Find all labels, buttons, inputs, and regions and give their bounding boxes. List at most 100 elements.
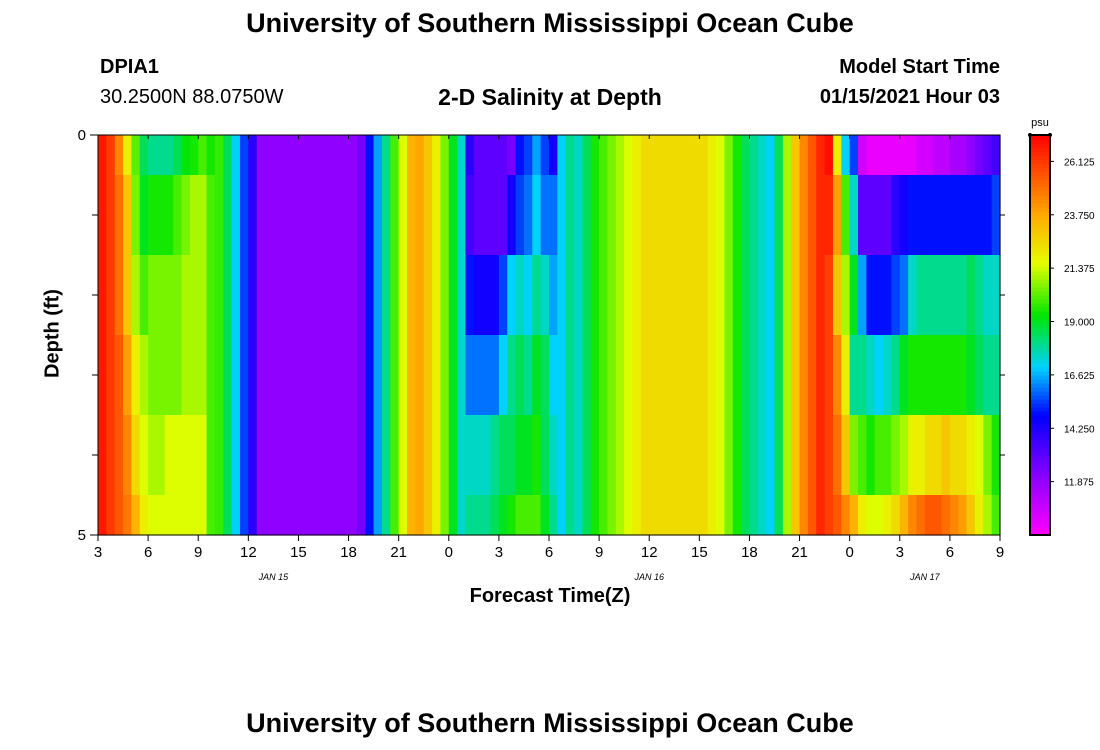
heatmap-cell [574, 135, 584, 176]
heatmap-cell [265, 135, 274, 176]
colorbar-segment [1030, 251, 1050, 256]
heatmap-cell [916, 495, 926, 536]
heatmap-cell [223, 255, 233, 336]
heatmap-cell [724, 255, 734, 336]
colorbar-segment [1030, 415, 1050, 420]
heatmap-cell [632, 335, 642, 416]
heatmap-cell [114, 135, 124, 176]
heatmap-cell [223, 175, 233, 256]
heatmap-cell [899, 255, 909, 336]
heatmap-cell [348, 415, 358, 496]
colorbar-segment [1030, 467, 1050, 472]
heatmap-cell [498, 175, 508, 256]
heatmap-cell [340, 255, 350, 336]
heatmap-cell [574, 175, 584, 256]
colorbar-segment [1030, 247, 1050, 252]
colorbar-segment [1030, 471, 1050, 476]
heatmap-cell [974, 255, 984, 336]
heatmap-cell [181, 175, 191, 256]
colorbar-segment [1030, 407, 1050, 412]
heatmap-cell [348, 495, 358, 536]
heatmap-cell [532, 175, 542, 256]
heatmap-cell [741, 135, 751, 176]
heatmap-cell [841, 135, 851, 176]
heatmap-cell [114, 495, 124, 536]
heatmap-cell [883, 255, 893, 336]
heatmap-cell [148, 335, 158, 416]
heatmap-cell [565, 135, 575, 176]
heatmap-cell [407, 335, 416, 416]
heatmap-cell [590, 335, 600, 416]
heatmap-cell [440, 175, 450, 256]
colorbar-segment [1030, 231, 1050, 236]
heatmap-cell [123, 135, 133, 176]
heatmap-cell [891, 255, 901, 336]
heatmap-cell [407, 255, 416, 336]
heatmap-cell [248, 175, 258, 256]
heatmap-cell [649, 135, 659, 176]
heatmap-cell [114, 335, 124, 416]
colorbar-segment [1030, 243, 1050, 248]
heatmap-cell [415, 335, 425, 416]
heatmap-cell [315, 255, 325, 336]
heatmap-cell [866, 255, 876, 336]
heatmap-cell [398, 175, 408, 256]
heatmap-cell [131, 495, 141, 536]
x-tick-label: 9 [996, 544, 1004, 561]
heatmap-cell [265, 495, 274, 536]
heatmap-cell [832, 415, 842, 496]
heatmap-cell [849, 335, 859, 416]
heatmap-cell [599, 335, 609, 416]
heatmap-cell [490, 255, 500, 336]
heatmap-cell [807, 175, 817, 256]
heatmap-cell [507, 255, 517, 336]
colorbar-segment [1030, 375, 1050, 380]
heatmap-cell [557, 175, 567, 256]
heatmap-cell [757, 255, 767, 336]
heatmap-cell [883, 135, 893, 176]
colorbar-segment [1030, 447, 1050, 452]
heatmap-cell [632, 415, 642, 496]
heatmap-cell [231, 255, 241, 336]
heatmap-cell [189, 495, 199, 536]
heatmap-cell [949, 135, 959, 176]
heatmap-cell [231, 495, 241, 536]
heatmap-cell [231, 175, 241, 256]
heatmap-cell [682, 175, 692, 256]
heatmap-cell [290, 135, 300, 176]
heatmap-cell [582, 175, 592, 256]
colorbar-tick-label: 26.125 [1064, 157, 1095, 168]
heatmap-cell [866, 135, 876, 176]
heatmap-cell [507, 495, 517, 536]
heatmap-cell [832, 135, 842, 176]
heatmap-cell [574, 415, 584, 496]
heatmap-cell [239, 175, 249, 256]
colorbar-segment [1030, 291, 1050, 296]
heatmap-cell [173, 175, 183, 256]
heatmap-cell [181, 335, 191, 416]
colorbar-frame [1029, 134, 1051, 536]
heatmap-cell [657, 175, 667, 256]
heatmap-cell [849, 255, 859, 336]
heatmap-cell [883, 495, 893, 536]
heatmap-cell [649, 175, 659, 256]
heatmap-cell [156, 175, 166, 256]
heatmap-cell [390, 415, 400, 496]
heatmap-cell [782, 135, 792, 176]
heatmap-cell [799, 495, 809, 536]
heatmap-cell [281, 135, 291, 176]
heatmap-cell [574, 255, 584, 336]
heatmap-cell [340, 495, 350, 536]
heatmap-cell [164, 175, 174, 256]
colorbar-segment [1030, 295, 1050, 300]
x-tick-label: 9 [595, 544, 603, 561]
heatmap-cell [423, 175, 433, 256]
colorbar-segment [1030, 331, 1050, 336]
heatmap-cell [248, 495, 258, 536]
colorbar-segment [1030, 411, 1050, 416]
heatmap-cell [256, 135, 266, 176]
heatmap-cell [690, 495, 700, 536]
heatmap-cell [732, 415, 742, 496]
colorbar-segment [1030, 519, 1050, 524]
heatmap-cell [407, 495, 416, 536]
